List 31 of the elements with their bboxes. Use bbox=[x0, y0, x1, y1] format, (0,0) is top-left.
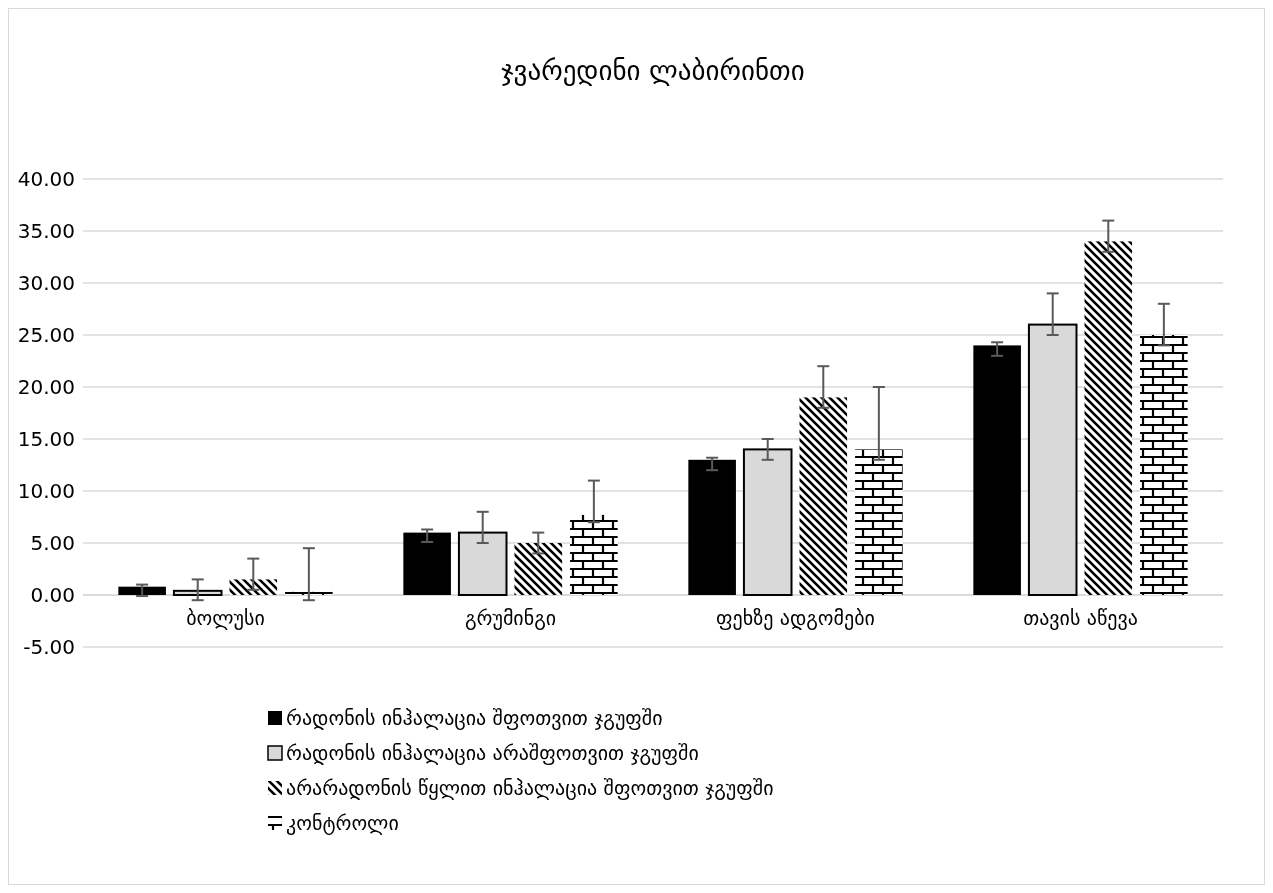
y-tick-label: 25.00 bbox=[17, 323, 75, 347]
bar bbox=[229, 579, 278, 595]
bar bbox=[570, 514, 618, 595]
y-tick-label: 10.00 bbox=[17, 479, 75, 503]
bar bbox=[1084, 241, 1133, 595]
y-tick-label: 5.00 bbox=[30, 531, 75, 555]
y-tick-label: 15.00 bbox=[17, 427, 75, 451]
bar bbox=[118, 586, 166, 595]
legend-label: კონტროლი bbox=[286, 811, 399, 835]
bar bbox=[403, 532, 451, 595]
bar bbox=[799, 397, 848, 595]
y-tick-label: 35.00 bbox=[17, 219, 75, 243]
legend-label: რადონის ინჰალაცია შფოთვით ჯგუფში bbox=[286, 706, 663, 730]
bar bbox=[688, 459, 736, 595]
x-tick-label: თავის აწევა bbox=[1023, 606, 1138, 630]
x-tick-label: ბოლუსი bbox=[186, 606, 265, 630]
bar bbox=[1140, 335, 1188, 595]
bar bbox=[973, 345, 1021, 595]
y-tick-label: 20.00 bbox=[17, 375, 75, 399]
x-tick-label: გრუმინგი bbox=[464, 606, 557, 630]
bar bbox=[855, 449, 903, 595]
y-tick-label: 40.00 bbox=[17, 167, 75, 191]
chart-title: ჯვარედინი ლაბირინთი bbox=[501, 55, 805, 86]
y-tick-label: -5.00 bbox=[23, 635, 75, 659]
y-tick-label: 0.00 bbox=[30, 583, 75, 607]
legend-label: რადონის ინჰალაცია არაშფოთვით ჯგუფში bbox=[286, 741, 699, 765]
x-tick-label: ფეხზე ადგომები bbox=[716, 606, 875, 630]
bar bbox=[285, 591, 333, 595]
legend-label: არარადონის წყლით ინჰალაცია შფოთვით ჯგუფში bbox=[286, 776, 774, 800]
bar bbox=[514, 543, 563, 595]
y-tick-label: 30.00 bbox=[17, 271, 75, 295]
